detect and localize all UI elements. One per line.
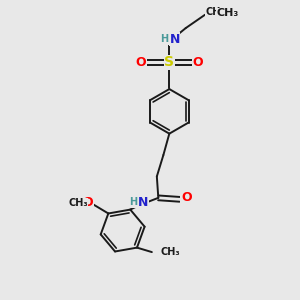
Text: H: H (130, 197, 138, 207)
Text: O: O (136, 56, 146, 69)
Text: CH₃: CH₃ (68, 198, 88, 208)
Text: N: N (138, 196, 148, 209)
Text: N: N (169, 33, 180, 46)
Text: CH₃: CH₃ (161, 247, 180, 257)
Text: CH₂: CH₂ (206, 7, 225, 17)
Text: CH₃: CH₃ (216, 8, 238, 18)
Text: H: H (160, 34, 168, 44)
Text: O: O (181, 191, 192, 204)
Text: O: O (192, 56, 203, 69)
Text: O: O (83, 196, 93, 209)
Text: S: S (164, 55, 174, 69)
